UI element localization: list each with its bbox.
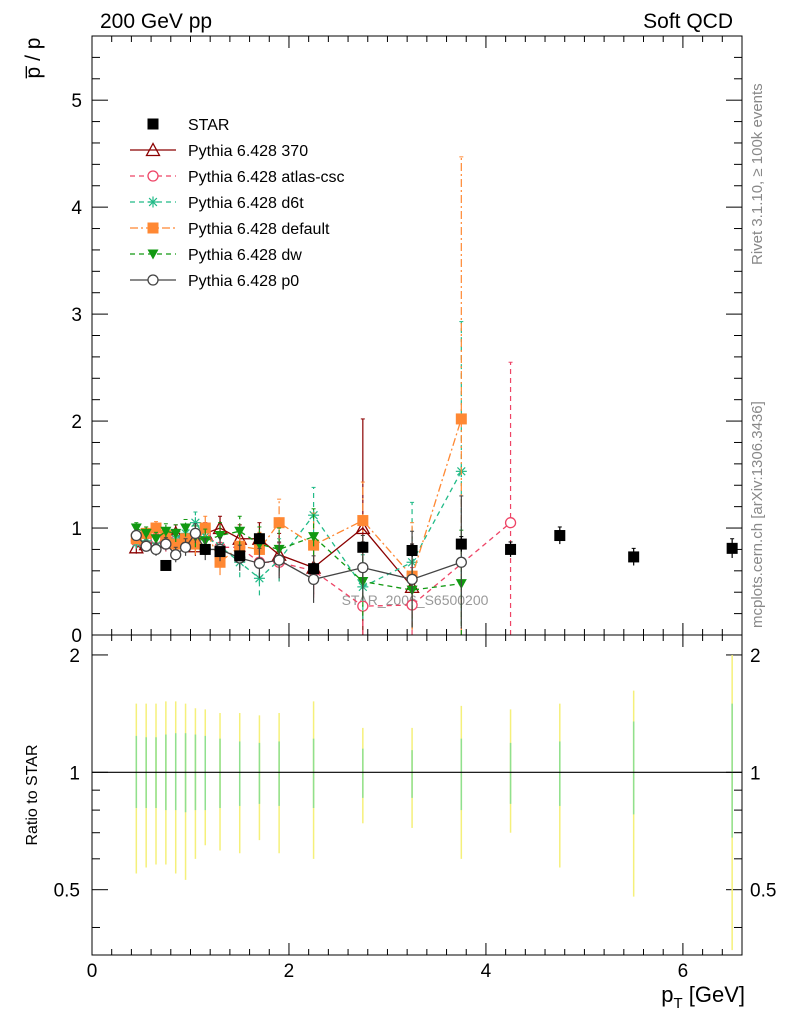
series-line xyxy=(136,471,462,588)
data-point xyxy=(504,517,517,529)
data-point xyxy=(170,549,182,561)
data-point xyxy=(253,533,265,545)
data-point xyxy=(455,556,467,568)
legend-entry: Pythia 6.428 atlas-csc xyxy=(130,169,345,186)
legend-marker xyxy=(147,196,159,208)
ratio-frame xyxy=(91,634,743,956)
data-point xyxy=(214,531,226,542)
legend-marker xyxy=(145,142,161,157)
header-left: 200 GeV pp xyxy=(100,10,212,33)
data-point xyxy=(130,523,142,534)
legend-label: Pythia 6.428 d6t xyxy=(188,195,304,212)
y-tick-label: 3 xyxy=(71,305,82,326)
data-point xyxy=(357,515,369,527)
legend-label: Pythia 6.428 atlas-csc xyxy=(188,169,345,186)
legend-label: Pythia 6.428 370 xyxy=(188,143,308,160)
asterisk-stroke xyxy=(191,518,200,528)
y-tick-label: 1 xyxy=(71,519,82,540)
data-point xyxy=(273,517,285,529)
legend-marker xyxy=(147,274,159,286)
legend-marker xyxy=(147,249,159,260)
analysis-watermark: STAR_2006_S6500200 xyxy=(342,592,489,608)
ratio-y-tick-label: 0.5 xyxy=(54,881,80,902)
x-tick-label: 4 xyxy=(481,961,492,982)
ratio-ylabel: Ratio to STAR xyxy=(24,744,41,845)
legend-marker xyxy=(147,170,159,182)
data-point xyxy=(160,526,172,537)
data-point xyxy=(406,573,418,586)
legend-entry: Pythia 6.428 p0 xyxy=(130,273,299,290)
data-point xyxy=(130,529,142,542)
legend-marker xyxy=(147,222,159,234)
series-star xyxy=(160,526,738,575)
y-tick-label: 0 xyxy=(71,626,82,647)
x-tick-label: 2 xyxy=(284,961,295,982)
data-point xyxy=(308,563,320,575)
data-point xyxy=(150,534,162,545)
data-point xyxy=(308,532,320,543)
legend-label: STAR xyxy=(188,117,229,134)
ratio-y-tick-label-right: 2 xyxy=(750,646,761,667)
legend-entry: Pythia 6.428 370 xyxy=(130,142,308,160)
data-point xyxy=(214,556,226,568)
y-tick-label: 2 xyxy=(71,412,82,433)
data-point xyxy=(179,541,192,553)
legend-label: Pythia 6.428 p0 xyxy=(188,273,299,290)
data-point xyxy=(253,557,266,569)
data-point xyxy=(160,559,172,571)
legend-label: Pythia 6.428 dw xyxy=(188,247,302,264)
data-point xyxy=(234,526,246,537)
data-point xyxy=(234,550,246,562)
legend-entry: STAR xyxy=(147,117,229,134)
legend-entry: Pythia 6.428 d6t xyxy=(130,195,304,212)
legend-label: Pythia 6.428 default xyxy=(188,221,330,238)
data-point xyxy=(189,527,202,540)
header-right: Soft QCD xyxy=(643,10,733,33)
y-tick-label: 5 xyxy=(71,91,82,112)
asterisk-stroke xyxy=(148,197,158,207)
data-point xyxy=(140,528,152,539)
data-point xyxy=(214,546,226,558)
data-point xyxy=(199,522,211,534)
side-label-bottom: mcplots.cern.ch [arXiv:1306.3436] xyxy=(749,401,766,628)
ratio-y-tick-label: 2 xyxy=(69,646,80,667)
data-point xyxy=(273,554,285,566)
data-point xyxy=(554,530,566,542)
asterisk-stroke xyxy=(255,573,264,583)
data-point xyxy=(406,544,418,556)
data-point xyxy=(355,520,371,535)
side-label-top: Rivet 3.1.10, ≥ 100k events xyxy=(749,83,766,265)
x-axis-title: pT [GeV] xyxy=(661,982,745,1012)
data-point xyxy=(199,543,211,555)
data-point xyxy=(170,538,182,550)
ratio-y-tick-label: 1 xyxy=(69,763,80,784)
main-ylabel: p̅ / p xyxy=(22,38,45,80)
data-point xyxy=(628,551,640,563)
x-tick-label: 0 xyxy=(87,961,98,982)
legend-marker xyxy=(147,118,159,130)
data-point xyxy=(150,522,162,534)
ratio-y-tick-label-right: 0.5 xyxy=(750,881,776,902)
data-point xyxy=(150,543,162,556)
data-point xyxy=(455,538,467,550)
data-point xyxy=(170,528,182,539)
ratio-y-tick-label-right: 1 xyxy=(750,763,761,784)
legend-entry: Pythia 6.428 dw xyxy=(130,247,302,264)
data-point xyxy=(180,523,192,534)
x-tick-label: 6 xyxy=(678,961,689,982)
data-point xyxy=(307,573,320,586)
legend: STAR Pythia 6.428 370 Pythia 6.428 atlas-c… xyxy=(130,117,345,290)
data-point xyxy=(357,561,369,574)
y-tick-label: 4 xyxy=(71,198,82,219)
main-panel: 0 1 2 3 4 5 xyxy=(71,35,743,955)
data-point xyxy=(357,541,369,553)
data-point xyxy=(505,543,517,555)
legend-entry: Pythia 6.428 default xyxy=(130,221,330,238)
data-point xyxy=(160,538,172,550)
data-point xyxy=(455,413,467,425)
data-point xyxy=(140,540,152,552)
ratio-panel: 0 2 4 6 0.5 0.5 1 1 2 2 xyxy=(54,634,776,982)
data-point xyxy=(726,542,738,554)
